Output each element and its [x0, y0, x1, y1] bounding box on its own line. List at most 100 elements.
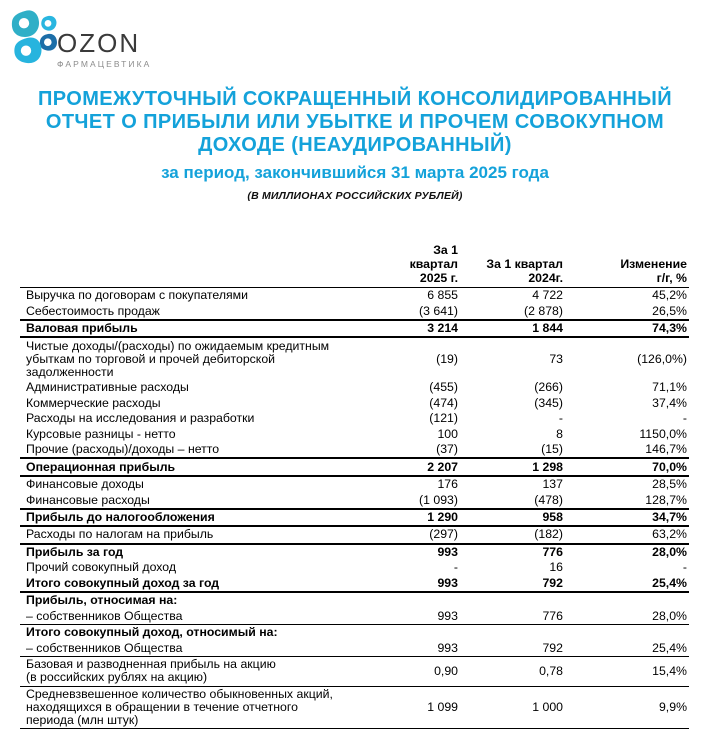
row-label: Курсовые разницы - нетто: [26, 426, 176, 441]
table-row: Финансовые доходы 176 137 28,5%: [20, 476, 689, 492]
value-q1-2025: 6 855: [427, 288, 458, 303]
value-change-yoy: [567, 625, 689, 641]
value-q1-2025: 2 207: [390, 458, 462, 477]
row-label: Финансовые расходы: [20, 492, 390, 510]
row-label: Прибыль за год: [26, 544, 124, 559]
income-statement-table: За 1 квартал 2025 г. За 1 квартал 2024г.…: [20, 243, 689, 730]
value-q1-2024: 1 844: [462, 319, 567, 339]
table-row: Коммерческие расходы (474) (345) 37,4%: [20, 395, 689, 410]
table-row: Прибыль до налогообложения 1 290 958 34,…: [20, 508, 689, 528]
row-label: Прибыль до налогообложения: [20, 508, 390, 528]
logo-text: OZON ФАРМАЦЕВТИКА: [57, 30, 151, 69]
value-q1-2024: -: [558, 411, 563, 426]
table-row: Курсовые разницы - нетто 100 8 1150,0%: [20, 426, 689, 441]
value-q1-2025: 0,90: [390, 656, 462, 687]
document-title: ПРОМЕЖУТОЧНЫЙ СОКРАЩЕННЫЙ КОНСОЛИДИРОВАН…: [38, 88, 672, 156]
value-q1-2025: 993: [437, 544, 458, 559]
row-label: Чистые доходы/(расходы) по ожидаемым кре…: [26, 338, 330, 379]
row-label: Базовая и разводненная прибыль на акцию …: [20, 656, 390, 687]
value-q1-2024: 776: [542, 544, 563, 559]
value-change-yoy: 74,3%: [567, 319, 689, 339]
row-label: Коммерческие расходы: [26, 395, 161, 410]
value-q1-2024: 1 298: [462, 458, 567, 477]
value-change-yoy: 45,2%: [652, 288, 687, 303]
col-header-q1-2024: За 1 квартал 2024г.: [462, 243, 567, 288]
row-label: Операционная прибыль: [20, 458, 390, 477]
value-q1-2025: (121): [429, 411, 458, 426]
value-change-yoy: 9,9%: [567, 686, 689, 730]
value-q1-2025: -: [453, 560, 458, 575]
value-q1-2025: 993: [390, 608, 462, 626]
logo-blob-cyan-small: [41, 15, 57, 31]
value-q1-2025: [390, 625, 462, 641]
reporting-period: за период, закончившийся 31 марта 2025 г…: [161, 163, 549, 182]
row-label: Расходы на исследования и разработки: [26, 411, 255, 426]
value-change-yoy: 1150,0%: [639, 426, 687, 441]
units-note: (В МИЛЛИОНАХ РОССИЙСКИХ РУБЛЕЙ): [247, 190, 463, 202]
table-row: – собственников Общества 993 776 28,0%: [20, 608, 689, 626]
value-q1-2024: 0,78: [462, 656, 567, 687]
value-q1-2025: (474): [429, 395, 458, 410]
table-row: – собственников Общества 993 792 25,4%: [20, 640, 689, 658]
value-q1-2024: (2 878): [462, 303, 567, 321]
value-change-yoy: 37,4%: [652, 395, 687, 410]
document-header: ПРОМЕЖУТОЧНЫЙ СОКРАЩЕННЫЙ КОНСОЛИДИРОВАН…: [0, 0, 710, 202]
value-q1-2024: 792: [462, 575, 567, 594]
value-change-yoy: 26,5%: [567, 303, 689, 321]
value-q1-2024: (478): [462, 492, 567, 510]
value-q1-2024: [462, 592, 567, 608]
value-q1-2024: 8: [556, 426, 563, 441]
value-change-yoy: 128,7%: [567, 492, 689, 510]
value-change-yoy: 63,2%: [567, 526, 689, 545]
value-change-yoy: 28,0%: [567, 608, 689, 626]
value-q1-2024: 776: [462, 608, 567, 626]
table-row: Валовая прибыль 3 214 1 844 74,3%: [20, 319, 689, 339]
value-q1-2024: 16: [549, 560, 563, 575]
value-change-yoy: 71,1%: [652, 380, 687, 395]
value-q1-2024: 792: [462, 640, 567, 658]
logo-tagline: ФАРМАЦЕВТИКА: [57, 59, 152, 69]
value-change-yoy: -: [682, 411, 687, 426]
row-label: Расходы по налогам на прибыль: [20, 526, 390, 545]
value-change-yoy: [567, 592, 689, 608]
row-label: Финансовые доходы: [26, 477, 144, 492]
value-q1-2025: (3 641): [390, 303, 462, 321]
value-q1-2024: (345): [534, 395, 563, 410]
value-q1-2025: 176: [437, 477, 458, 492]
value-q1-2024: 73: [549, 351, 563, 366]
value-q1-2025: 1 099: [390, 686, 462, 730]
table-row: Прочие (расходы)/доходы – нетто (37) (15…: [20, 441, 689, 460]
row-label: Выручка по договорам с покупателями: [26, 288, 249, 303]
value-q1-2024: (15): [462, 441, 567, 460]
value-change-yoy: 146,7%: [567, 441, 689, 460]
col-header-empty: [20, 243, 390, 288]
value-q1-2024: 958: [462, 508, 567, 528]
row-label: Валовая прибыль: [20, 319, 390, 339]
value-change-yoy: 15,4%: [567, 656, 689, 687]
row-label: Административные расходы: [26, 380, 189, 395]
table-row: Расходы по налогам на прибыль (297) (182…: [20, 526, 689, 545]
table-row: Финансовые расходы (1 093) (478) 128,7%: [20, 492, 689, 510]
value-q1-2024: 1 000: [462, 686, 567, 730]
value-q1-2025: [390, 592, 462, 608]
logo-blob-dark-blue: [39, 33, 57, 51]
table-row: Средневзвешенное количество обыкновенных…: [20, 686, 689, 730]
value-q1-2025: 100: [437, 426, 458, 441]
ozon-pharma-logo: OZON ФАРМАЦЕВТИКА: [10, 8, 190, 72]
value-q1-2024: [462, 625, 567, 641]
value-q1-2024: (182): [462, 526, 567, 545]
row-label: – собственников Общества: [20, 640, 390, 658]
value-change-yoy: 70,0%: [567, 458, 689, 477]
table-row: Чистые доходы/(расходы) по ожидаемым кре…: [20, 337, 689, 379]
table-row: Выручка по договорам с покупателями 6 85…: [20, 288, 689, 304]
value-q1-2025: (455): [429, 380, 458, 395]
value-q1-2025: 993: [390, 640, 462, 658]
value-change-yoy: 25,4%: [567, 575, 689, 594]
value-q1-2025: (297): [390, 526, 462, 545]
table-row: Прибыль, относимая на:: [20, 592, 689, 608]
table-body: Выручка по договорам с покупателями 6 85…: [20, 288, 689, 730]
table-row: Себестоимость продаж (3 641) (2 878) 26,…: [20, 303, 689, 321]
table-row: Итого совокупный доход за год 993 792 25…: [20, 575, 689, 594]
col-header-change-yoy: Изменение г/г, %: [567, 243, 689, 288]
value-change-yoy: 28,0%: [652, 544, 687, 559]
